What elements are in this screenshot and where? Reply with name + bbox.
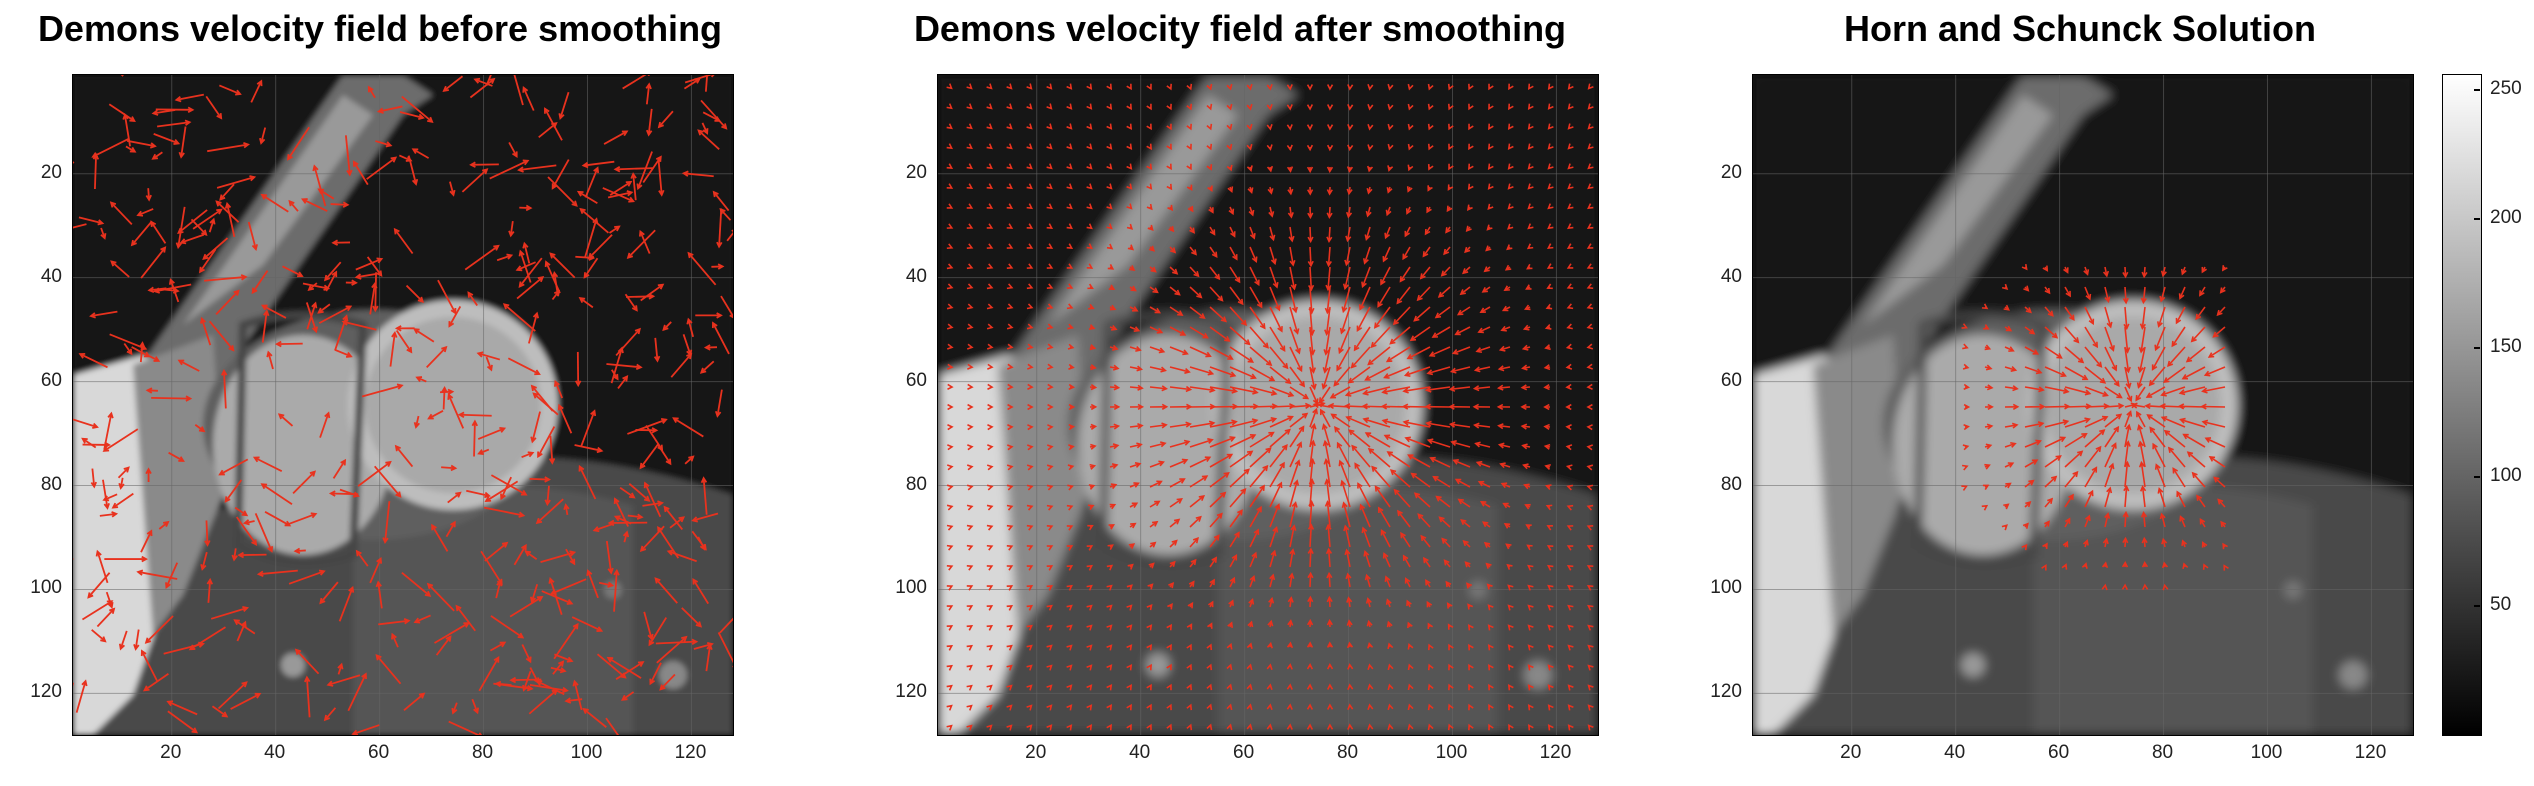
x-tick-label: 60 xyxy=(368,742,390,763)
y-tick-label: 100 xyxy=(30,577,62,599)
colorbar-tick-label: 50 xyxy=(2490,594,2512,616)
image-panel-horn-schunck xyxy=(1752,74,2414,736)
x-tick-label: 80 xyxy=(471,742,494,763)
x-tick-label: 80 xyxy=(1336,742,1359,763)
y-tick-label: 40 xyxy=(1720,265,1742,287)
y-tick-label: 100 xyxy=(895,577,927,599)
y-tick-label: 80 xyxy=(905,473,927,495)
x-tick-label: 100 xyxy=(570,742,603,763)
image-panel-after-smoothing xyxy=(937,74,1599,736)
y-tick-label: 60 xyxy=(1720,369,1742,391)
image-panel-before-smoothing xyxy=(72,74,734,736)
x-tick-label: 20 xyxy=(1025,742,1047,763)
y-tick-label: 40 xyxy=(905,265,927,287)
panel-title-2: Demons velocity field after smoothing xyxy=(913,8,1567,49)
y-tick-label: 20 xyxy=(1720,161,1742,183)
x-tick-label: 120 xyxy=(2354,742,2387,763)
velocity-plot-1 xyxy=(73,75,733,735)
colorbar-tick-mark xyxy=(2474,476,2480,478)
x-tick-label: 20 xyxy=(160,742,182,763)
x-tick-label: 60 xyxy=(2048,742,2070,763)
velocity-arrows xyxy=(73,75,733,735)
y-tick-label: 20 xyxy=(905,161,927,183)
y-tick-label: 80 xyxy=(40,473,62,495)
cardiac-mri-image xyxy=(73,75,733,735)
x-tick-label: 80 xyxy=(2151,742,2174,763)
x-tick-label: 120 xyxy=(674,742,707,763)
panel-title-1: Demons velocity field before smoothing xyxy=(37,8,723,49)
y-tick-label: 20 xyxy=(40,161,62,183)
velocity-arrows xyxy=(946,83,1594,731)
x-tick-label: 120 xyxy=(1539,742,1572,763)
colorbar-tick-mark xyxy=(2474,605,2480,607)
x-tick-label: 40 xyxy=(1944,742,1966,763)
y-tick-label: 120 xyxy=(1710,681,1742,703)
y-tick-label: 40 xyxy=(40,265,62,287)
velocity-plot-2 xyxy=(938,75,1598,735)
y-tick-label: 100 xyxy=(1710,577,1742,599)
colorbar-tick-mark xyxy=(2474,347,2480,349)
x-tick-label: 40 xyxy=(1129,742,1151,763)
colorbar-tick-label: 150 xyxy=(2490,336,2522,358)
panel-title-3: Horn and Schunck Solution xyxy=(1843,8,2316,49)
cardiac-mri-image xyxy=(1753,75,2413,735)
grid-lines xyxy=(1753,75,2413,735)
colorbar-tick-label: 250 xyxy=(2490,78,2522,100)
colorbar-tick-label: 200 xyxy=(2490,207,2522,229)
x-tick-label: 60 xyxy=(1233,742,1255,763)
y-tick-label: 120 xyxy=(30,681,62,703)
y-tick-label: 120 xyxy=(895,681,927,703)
y-tick-label: 60 xyxy=(905,369,927,391)
y-tick-label: 60 xyxy=(40,369,62,391)
colorbar-tick-mark xyxy=(2474,89,2480,91)
x-tick-label: 20 xyxy=(1840,742,1862,763)
x-tick-label: 100 xyxy=(1435,742,1468,763)
colorbar-tick-mark xyxy=(2474,218,2480,220)
colorbar-tick-label: 100 xyxy=(2490,465,2522,487)
y-tick-label: 80 xyxy=(1720,473,1742,495)
velocity-arrows xyxy=(1961,263,2229,591)
x-tick-label: 40 xyxy=(264,742,286,763)
colorbar xyxy=(2442,74,2482,736)
velocity-plot-3 xyxy=(1753,75,2413,735)
x-tick-label: 100 xyxy=(2250,742,2283,763)
